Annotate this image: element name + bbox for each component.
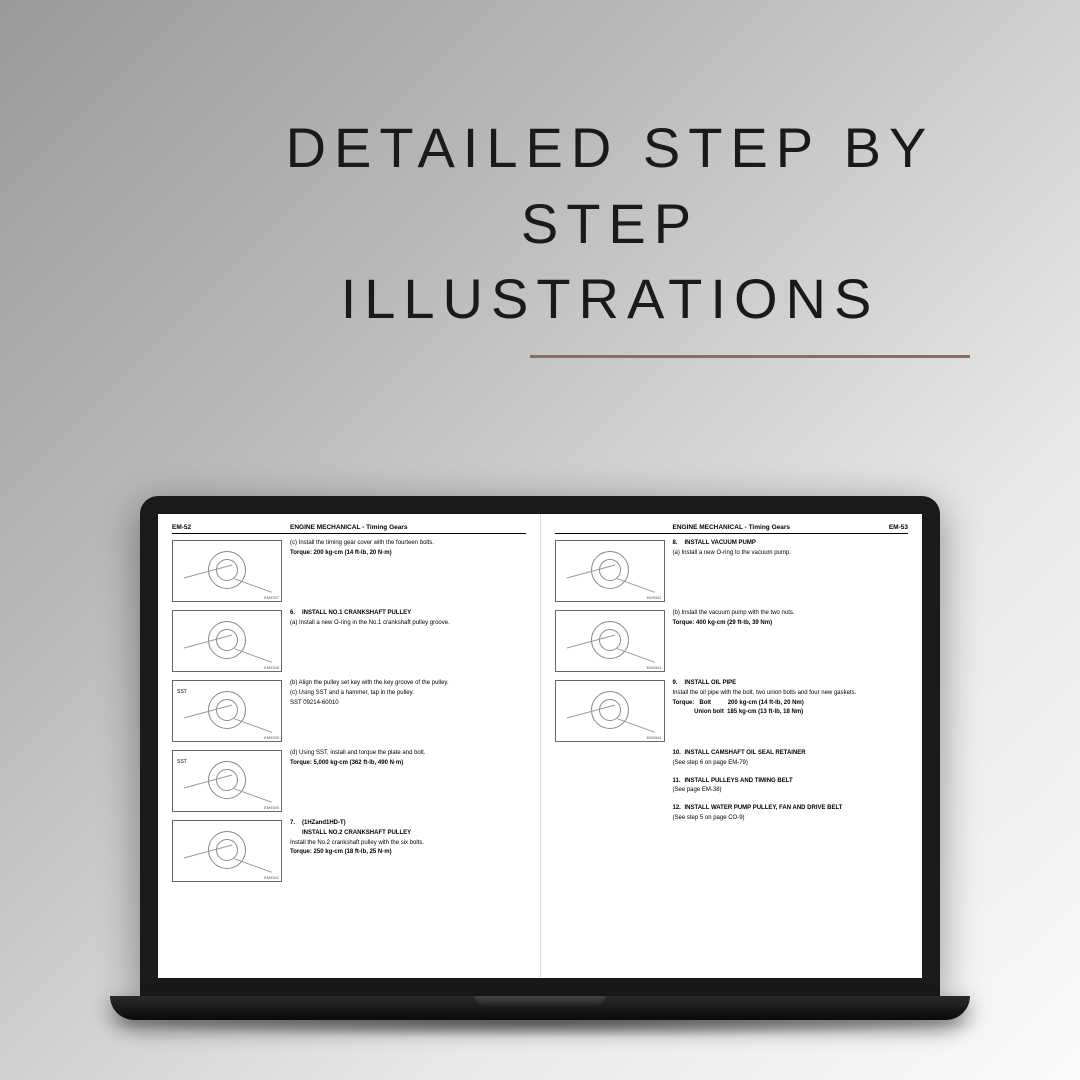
- headline-text: DETAILED STEP BY STEP ILLUSTRATIONS: [200, 110, 1020, 337]
- illustration: [172, 540, 282, 602]
- illustration: [172, 820, 282, 882]
- laptop-notch: [475, 996, 605, 1006]
- section-text: 6.INSTALL NO.1 CRANKSHAFT PULLEY(a) Inst…: [290, 610, 526, 672]
- manual-section: (c) Install the timing gear cover with t…: [172, 540, 526, 602]
- page-header-right: ENGINE MECHANICAL - Timing Gears EM-53: [555, 524, 909, 534]
- manual-section: 6.INSTALL NO.1 CRANKSHAFT PULLEY(a) Inst…: [172, 610, 526, 672]
- manual-page-right: ENGINE MECHANICAL - Timing Gears EM-53 8…: [541, 514, 923, 978]
- page-num-right: EM-53: [889, 524, 908, 531]
- manual-section: 10.INSTALL CAMSHAFT OIL SEAL RETAINER(Se…: [555, 750, 909, 770]
- headline-line2: ILLUSTRATIONS: [341, 267, 880, 330]
- section-text: 7.(1HZand1HD-T)INSTALL NO.2 CRANKSHAFT P…: [290, 820, 526, 882]
- section-text: (b) Align the pulley set key with the ke…: [290, 680, 526, 742]
- illustration: [555, 680, 665, 742]
- illustration: SST: [172, 750, 282, 812]
- manual-section: SST(b) Align the pulley set key with the…: [172, 680, 526, 742]
- illustration: [555, 540, 665, 602]
- section-text: (b) Install the vacuum pump with the two…: [673, 610, 909, 672]
- section-text: 12.INSTALL WATER PUMP PULLEY, FAN AND DR…: [673, 805, 909, 825]
- laptop-screen-frame: EM-52 ENGINE MECHANICAL - Timing Gears (…: [140, 496, 940, 996]
- illustration: [172, 610, 282, 672]
- laptop-base: [110, 996, 970, 1020]
- laptop-screen: EM-52 ENGINE MECHANICAL - Timing Gears (…: [158, 514, 922, 978]
- manual-section: 12.INSTALL WATER PUMP PULLEY, FAN AND DR…: [555, 805, 909, 825]
- illustration: [555, 610, 665, 672]
- manual-section: 8.INSTALL VACUUM PUMP(a) Install a new O…: [555, 540, 909, 602]
- manual-section: 11.INSTALL PULLEYS AND TIMING BELT(See p…: [555, 778, 909, 798]
- section-text: 11.INSTALL PULLEYS AND TIMING BELT(See p…: [673, 778, 909, 798]
- page-title-left: ENGINE MECHANICAL - Timing Gears: [290, 524, 408, 531]
- headline-block: DETAILED STEP BY STEP ILLUSTRATIONS: [200, 110, 1020, 358]
- page-num-left: EM-52: [172, 524, 191, 531]
- section-text: 9.INSTALL OIL PIPEInstall the oil pipe w…: [673, 680, 909, 742]
- section-text: 8.INSTALL VACUUM PUMP(a) Install a new O…: [673, 540, 909, 602]
- headline-line1: DETAILED STEP BY STEP: [286, 116, 935, 255]
- manual-section: 9.INSTALL OIL PIPEInstall the oil pipe w…: [555, 680, 909, 742]
- section-text: (d) Using SST, install and torque the pl…: [290, 750, 526, 812]
- page-header-left: EM-52 ENGINE MECHANICAL - Timing Gears: [172, 524, 526, 534]
- page-title-right: ENGINE MECHANICAL - Timing Gears: [673, 524, 791, 531]
- section-text: 10.INSTALL CAMSHAFT OIL SEAL RETAINER(Se…: [673, 750, 909, 770]
- headline-underline: [530, 355, 970, 358]
- manual-section: (b) Install the vacuum pump with the two…: [555, 610, 909, 672]
- manual-section: SST(d) Using SST, install and torque the…: [172, 750, 526, 812]
- manual-page-left: EM-52 ENGINE MECHANICAL - Timing Gears (…: [158, 514, 541, 978]
- manual-section: 7.(1HZand1HD-T)INSTALL NO.2 CRANKSHAFT P…: [172, 820, 526, 882]
- laptop-mockup: EM-52 ENGINE MECHANICAL - Timing Gears (…: [110, 496, 970, 1020]
- illustration: SST: [172, 680, 282, 742]
- section-text: (c) Install the timing gear cover with t…: [290, 540, 526, 602]
